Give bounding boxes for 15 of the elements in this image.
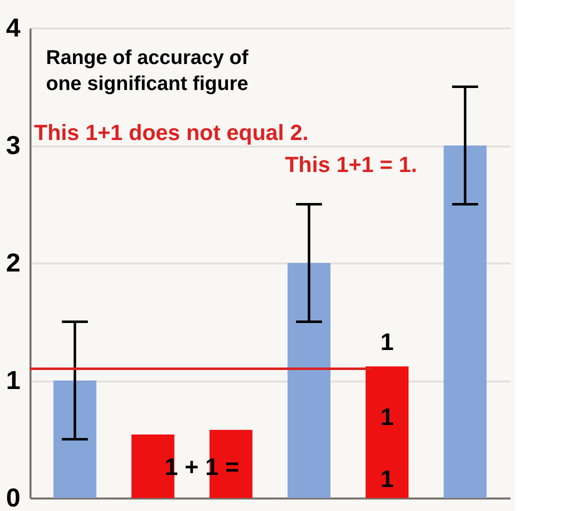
bar <box>444 146 487 498</box>
annotation: 1 <box>380 404 394 431</box>
bar <box>366 366 409 498</box>
y-tick-label: 4 <box>6 12 22 42</box>
bar <box>53 380 96 498</box>
y-tick-label: 3 <box>6 130 20 160</box>
y-tick-label: 2 <box>6 248 20 278</box>
text: Range of accuracy of one significant figure <box>46 47 249 95</box>
bar <box>288 263 330 498</box>
annotation: 1 <box>380 329 394 356</box>
y-tick-label: 0 <box>6 482 20 511</box>
annotation: 1 <box>380 466 394 493</box>
y-tick-label: 1 <box>6 365 20 395</box>
annotation: This 1+1 = 1. <box>284 152 418 177</box>
annotation: This 1+1 does not equal 2. <box>34 120 308 145</box>
